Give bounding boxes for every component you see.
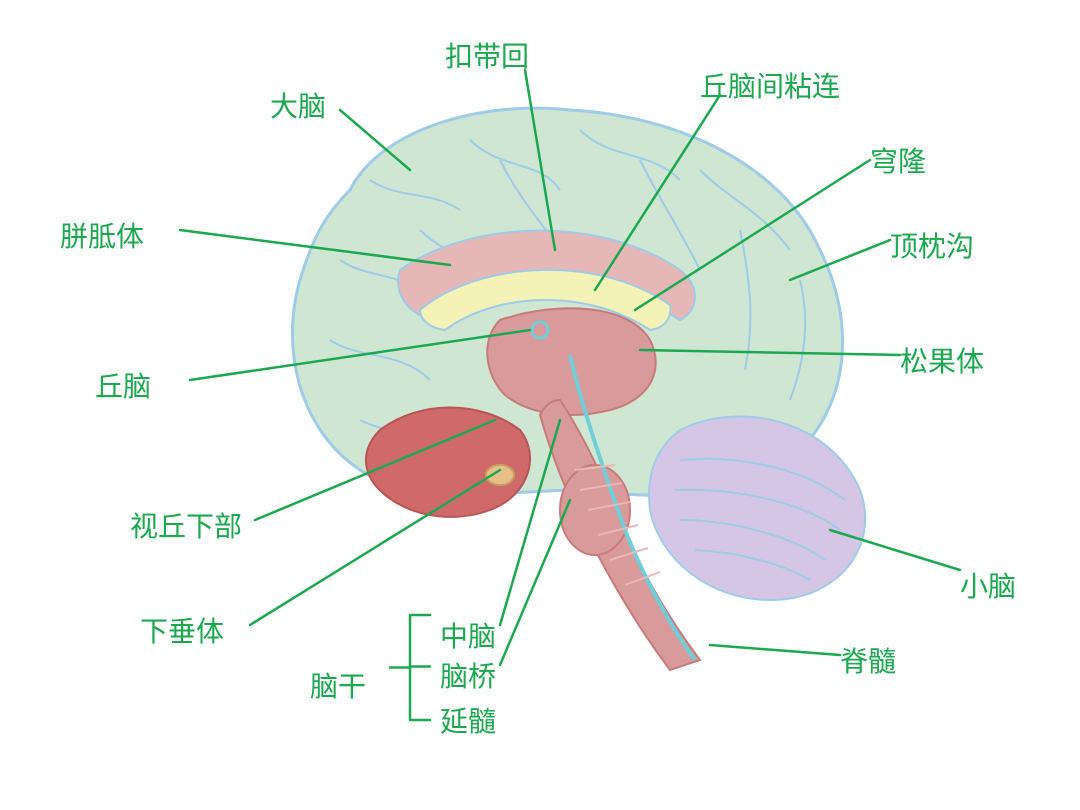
- label-parieto: 顶枕沟: [890, 225, 974, 265]
- label-midbrain: 中脑: [440, 615, 496, 655]
- label-cerebellum: 小脑: [960, 565, 1016, 605]
- label-cingulate: 扣带回: [445, 35, 529, 75]
- label-pons: 脑桥: [440, 655, 496, 695]
- label-diencephalon: 丘脑: [95, 365, 151, 405]
- label-brainstem: 脑干: [310, 665, 366, 705]
- label-fornix: 穹隆: [870, 140, 926, 180]
- label-dabrain: 大脑: [270, 85, 326, 125]
- label-pituitary: 下垂体: [140, 610, 224, 650]
- label-corpus: 胼胝体: [60, 215, 144, 255]
- brain-diagram: [0, 0, 1080, 810]
- label-medulla: 延髓: [440, 700, 496, 740]
- leader-line: [710, 645, 840, 655]
- leader-line: [250, 470, 500, 625]
- cerebellum-shape: [649, 417, 865, 601]
- label-pineal: 松果体: [900, 340, 984, 380]
- label-interthal: 丘脑间粘连: [700, 65, 840, 105]
- bracket-line: [390, 615, 430, 720]
- label-spinalcord: 脊髓: [840, 640, 896, 680]
- label-hypothalarea: 视丘下部: [130, 505, 242, 545]
- leader-line: [500, 500, 570, 665]
